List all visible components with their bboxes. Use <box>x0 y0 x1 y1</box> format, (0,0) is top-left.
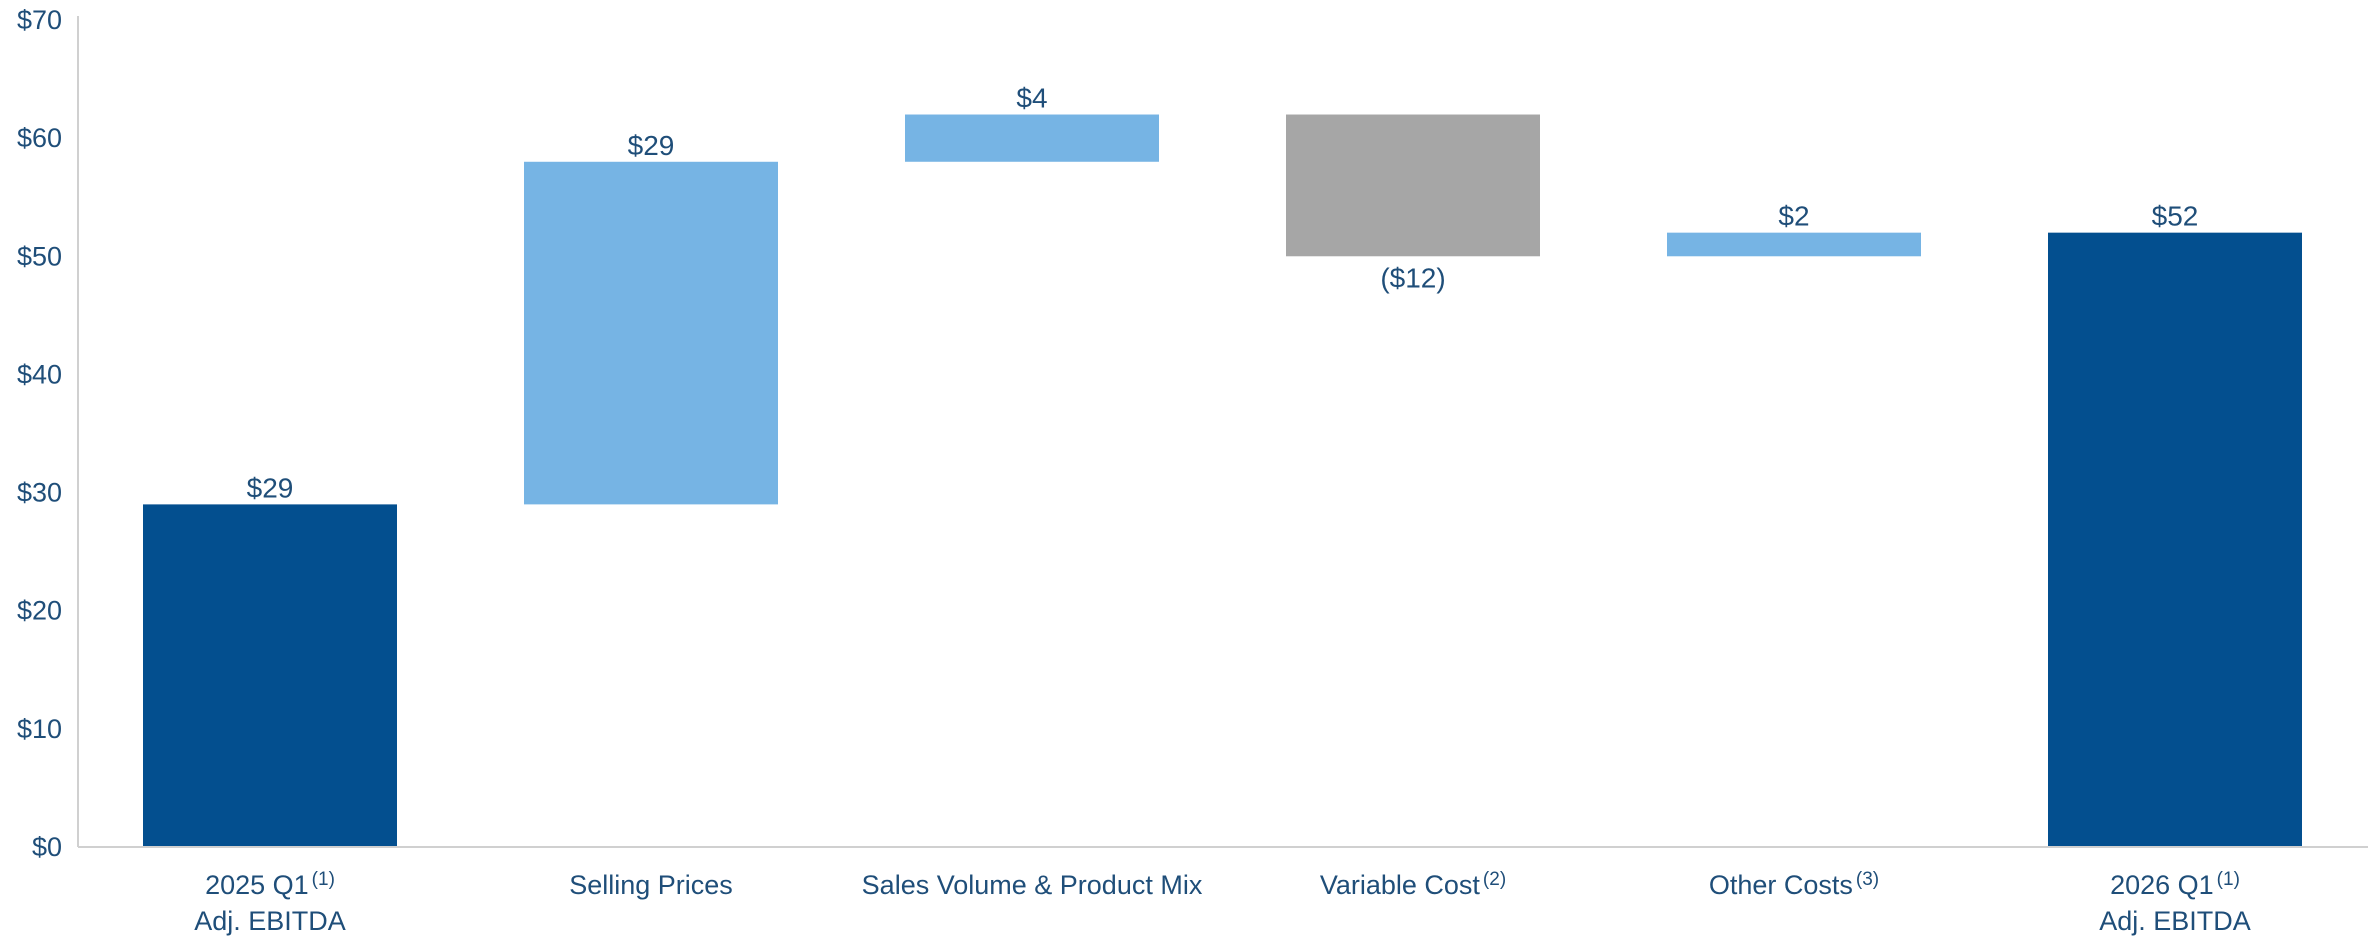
bar-value-label: $2 <box>1778 201 1809 232</box>
category-name: 2025 Q1 <box>205 870 309 900</box>
waterfall-bar-increase <box>1667 232 1921 257</box>
category-name: Sales Volume & Product Mix <box>862 870 1203 900</box>
category-name: Other Costs <box>1709 870 1853 900</box>
y-tick-label: $40 <box>17 359 62 389</box>
category-name: Selling Prices <box>569 870 733 900</box>
bar-value-label: $4 <box>1016 83 1047 114</box>
bar-value-label: $52 <box>2152 201 2199 232</box>
category-name: 2026 Q1 <box>2110 870 2214 900</box>
x-category-label: Variable Cost (2) <box>1320 869 1506 900</box>
bar-value-label: $29 <box>628 130 675 161</box>
x-category-label: Sales Volume & Product Mix <box>862 870 1203 900</box>
y-tick-label: $60 <box>17 123 62 153</box>
x-category-label-line2: Adj. EBITDA <box>2099 906 2251 936</box>
x-category-label: 2025 Q1 (1) <box>205 869 335 900</box>
data-labels: $29 $29 $4 ($12) $2 $52 <box>247 83 2199 504</box>
category-name: Variable Cost <box>1320 870 1481 900</box>
y-tick-label: $70 <box>17 5 62 35</box>
waterfall-bar-increase <box>905 114 1159 162</box>
bar-value-label: $29 <box>247 472 294 503</box>
y-tick-label: $0 <box>32 832 62 862</box>
waterfall-bar-total <box>143 504 397 847</box>
x-category-label: Selling Prices <box>569 870 733 900</box>
waterfall-bar-decrease <box>1286 114 1540 257</box>
x-category-label: Other Costs (3) <box>1709 869 1879 900</box>
y-axis: $0 $10 $20 $30 $40 $50 $60 $70 <box>17 5 79 862</box>
y-tick-label: $50 <box>17 241 62 271</box>
y-tick-label: $20 <box>17 596 62 626</box>
y-tick-label: $10 <box>17 714 62 744</box>
category-footnote: (1) <box>312 869 335 890</box>
x-category-label-line2: Adj. EBITDA <box>194 906 346 936</box>
waterfall-bar-increase <box>524 161 778 505</box>
category-footnote: (1) <box>2217 869 2240 890</box>
waterfall-bar-total <box>2048 232 2302 847</box>
x-category-label: 2026 Q1 (1) <box>2110 869 2240 900</box>
bar-value-label: ($12) <box>1380 262 1445 293</box>
bars <box>143 114 2302 847</box>
category-footnote: (2) <box>1483 869 1506 890</box>
y-tick-label: $30 <box>17 478 62 508</box>
category-footnote: (3) <box>1856 869 1879 890</box>
